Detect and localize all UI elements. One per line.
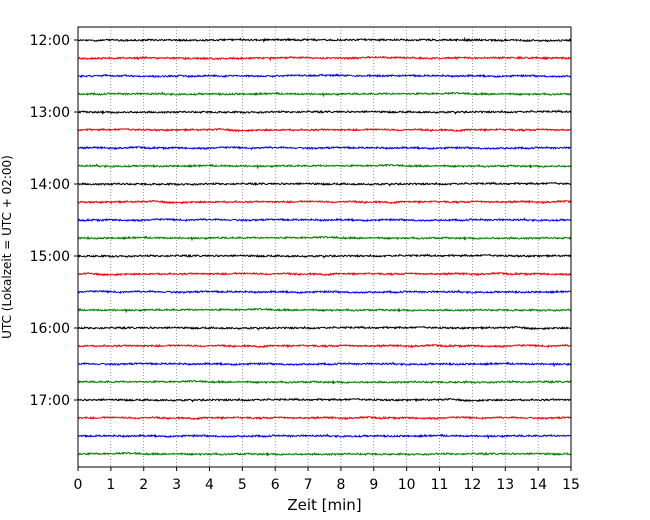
y-tick-label: 16:00	[30, 321, 70, 337]
y-axis-label: UTC (Lokalzeit = UTC + 02:00)	[0, 155, 14, 339]
trace-line-1630	[77, 361, 572, 367]
x-axis: 0 1 2 3 4 5 6 7 8 9 10 11 12 13 14 15	[74, 467, 580, 493]
trace-line-1445	[77, 235, 572, 241]
x-tick-label: 11	[431, 477, 449, 493]
trace-line-1730	[77, 433, 572, 439]
plot-frame	[77, 26, 572, 468]
x-axis-label: Zeit [min]	[287, 496, 361, 514]
trace-line-1700	[77, 397, 572, 403]
x-tick-label: 6	[271, 477, 280, 493]
x-tick-label: 14	[529, 477, 547, 493]
x-tick-label: 9	[369, 477, 378, 493]
y-tick-label: 13:00	[30, 105, 70, 121]
trace-line-1500	[77, 253, 572, 259]
trace-line-1345	[77, 163, 572, 169]
y-tick-label: 17:00	[30, 393, 70, 409]
x-tick-label: 13	[496, 477, 514, 493]
x-tick-label: 12	[463, 477, 481, 493]
x-tick-label: 4	[205, 477, 214, 493]
x-tick-label: 1	[106, 477, 115, 493]
x-tick-label: 7	[304, 477, 313, 493]
x-tick-label: 10	[398, 477, 416, 493]
trace-line-1600	[77, 325, 572, 331]
trace-line-1245	[77, 91, 572, 97]
trace-line-1545	[77, 307, 572, 313]
x-tick-label: 0	[74, 477, 83, 493]
trace-line-1400	[77, 181, 572, 187]
x-tick-label: 3	[172, 477, 181, 493]
trace-line-1715	[77, 415, 572, 421]
trace-line-1615	[77, 343, 572, 349]
trace-line-1415	[77, 199, 572, 205]
x-tick-label: 15	[562, 477, 580, 493]
trace-lines	[77, 36, 572, 457]
y-tick-label: 15:00	[30, 249, 70, 265]
trace-line-1645	[77, 379, 572, 385]
trace-line-1330	[77, 145, 572, 151]
trace-line-1515	[77, 271, 572, 277]
trace-line-1530	[77, 289, 572, 295]
x-tick-label: 2	[139, 477, 148, 493]
y-tick-label: 12:00	[30, 33, 70, 49]
grid-lines	[110, 27, 539, 467]
trace-line-1300	[77, 109, 572, 115]
trace-line-1745	[77, 451, 572, 457]
y-tick-label: 14:00	[30, 177, 70, 193]
trace-line-1230	[77, 73, 572, 79]
x-tick-label: 5	[238, 477, 247, 493]
trace-line-1315	[77, 127, 572, 133]
x-tick-label: 8	[336, 477, 345, 493]
y-axis: 12:00 13:00 14:00 15:00 16:00 17:00	[30, 33, 78, 409]
trace-line-1430	[77, 217, 572, 223]
trace-line-1215	[77, 55, 572, 62]
trace-line-1200	[77, 36, 572, 43]
